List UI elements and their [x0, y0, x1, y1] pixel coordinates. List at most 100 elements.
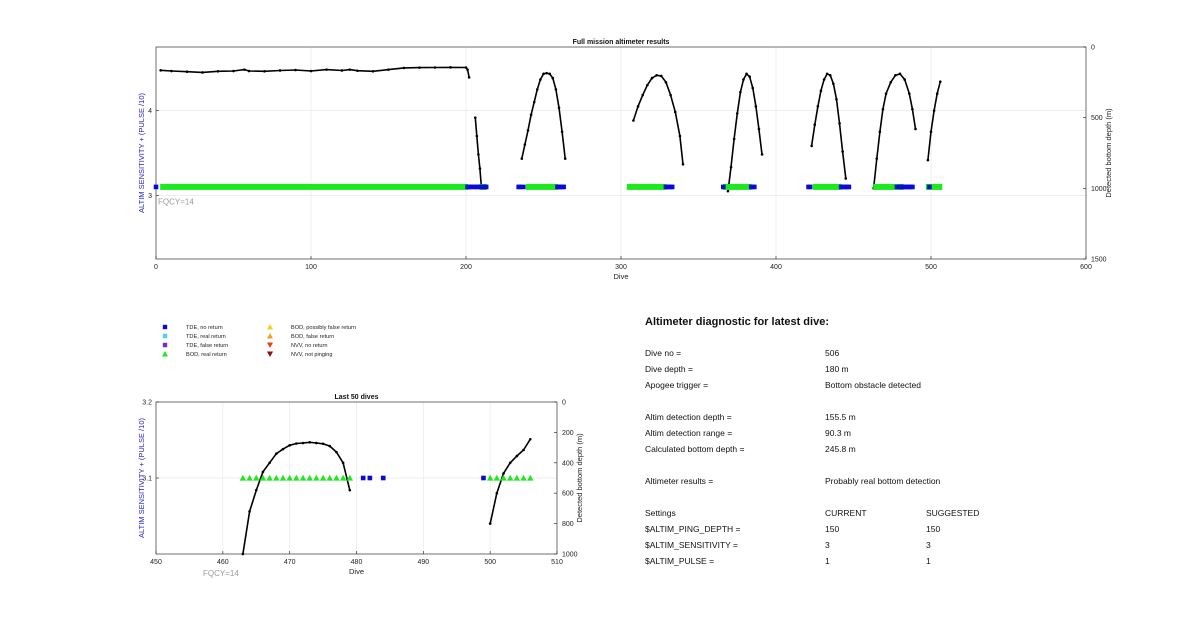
y-right-tick-label: 1000	[1091, 186, 1107, 193]
diag-label: Calculated bottom depth =	[645, 444, 745, 454]
diag-value: Bottom obstacle detected	[825, 380, 921, 390]
legend-label: BOD, false return	[291, 334, 334, 340]
tde-no-return-marker	[894, 184, 900, 190]
depth-point	[939, 80, 942, 83]
depth-point	[878, 130, 882, 134]
x-tick-label: 500	[925, 264, 937, 271]
depth-point	[340, 69, 344, 72]
depth-point	[348, 68, 352, 71]
y-right-axis-label: Detected bottom depth (m)	[1104, 108, 1113, 198]
depth-point	[757, 127, 761, 131]
depth-point	[563, 157, 567, 160]
diagnostic-row: Altimeter results = Probably real bottom…	[645, 476, 1145, 488]
depth-point	[185, 70, 189, 74]
x-tick-label: 510	[551, 559, 563, 566]
depth-point	[526, 129, 530, 132]
diag-value: 1	[825, 556, 830, 566]
legend-triangle-up-icon	[267, 324, 273, 330]
depth-point	[636, 105, 640, 108]
tde-no-return-marker	[360, 475, 366, 481]
depth-point	[557, 106, 561, 110]
depth-series-line	[521, 72, 566, 159]
depth-point	[884, 92, 888, 95]
y-right-axis-label: Detected bottom depth (m)	[575, 433, 584, 523]
depth-point	[466, 68, 469, 71]
diag-value: 3	[825, 540, 830, 550]
diag-value: Probably real bottom detection	[825, 476, 941, 486]
diag-label: Altimeter results =	[645, 476, 714, 486]
depth-point	[889, 81, 892, 84]
tde-no-return-marker	[380, 475, 386, 481]
diag-value: 180 m	[825, 364, 849, 374]
depth-point	[735, 112, 739, 115]
bod-real-return-marker	[160, 183, 468, 190]
bod-real-return-marker	[326, 474, 333, 481]
y-right-tick-label: 1000	[562, 552, 578, 559]
depth-point	[739, 90, 742, 94]
legend-label: BOD, real return	[186, 352, 227, 358]
depth-point	[467, 76, 471, 79]
depth-point	[281, 447, 285, 451]
depth-point	[742, 78, 745, 81]
depth-point	[536, 88, 539, 91]
bod-real-return-marker	[812, 183, 842, 190]
depth-point	[681, 163, 685, 166]
depth-point	[261, 470, 265, 474]
y-right-tick-label: 0	[1091, 45, 1095, 52]
depth-point	[673, 110, 677, 114]
bod-real-return-marker	[286, 474, 293, 481]
x-tick-label: 460	[217, 559, 229, 566]
x-tick-label: 490	[417, 559, 429, 566]
legend-label: TDE, real return	[186, 334, 226, 340]
y-right-tick-label: 500	[1091, 115, 1103, 122]
tde-no-return-marker	[483, 184, 489, 190]
diag-value: 150	[825, 524, 840, 534]
depth-point	[248, 510, 251, 513]
bod-real-return-marker	[486, 474, 494, 481]
depth-point	[729, 165, 733, 169]
tde-no-return-marker	[807, 184, 813, 190]
bod-real-return-marker	[306, 474, 313, 481]
depth-point	[822, 78, 826, 81]
y-right-tick-label: 1500	[1091, 257, 1107, 264]
depth-point	[341, 461, 345, 465]
depth-point	[488, 522, 492, 525]
chart-title: Last 50 dives	[335, 394, 379, 401]
bod-real-return-marker	[239, 474, 247, 481]
depth-point	[650, 76, 654, 80]
tde-no-return-marker	[927, 184, 932, 190]
depth-point	[935, 92, 939, 95]
diag-value: 155.5 m	[825, 412, 856, 422]
depth-point	[308, 440, 312, 444]
depth-point	[508, 461, 512, 465]
depth-point	[315, 441, 318, 445]
x-axis-label: Dive	[613, 272, 628, 281]
depth-point	[898, 72, 902, 76]
depth-point	[926, 158, 930, 162]
depth-point	[371, 70, 375, 73]
depth-point	[835, 97, 838, 101]
diagnostic-row: $ALTIM_PULSE = 1 1	[645, 556, 1145, 568]
bod-real-return-marker	[293, 474, 300, 481]
diag-value: 506	[825, 348, 840, 358]
depth-point	[529, 113, 533, 117]
tde-no-return-marker	[474, 184, 480, 190]
depth-point	[542, 72, 545, 76]
depth-point	[825, 72, 829, 76]
depth-point	[732, 137, 736, 141]
bod-real-return-marker	[333, 474, 340, 481]
depth-point	[464, 66, 468, 69]
depth-point	[754, 105, 758, 108]
x-tick-label: 0	[154, 264, 158, 271]
depth-point	[278, 69, 282, 72]
depth-point	[520, 157, 524, 160]
x-tick-label: 100	[305, 264, 317, 271]
depth-point	[294, 68, 297, 72]
x-tick-label: 500	[484, 559, 496, 566]
depth-point	[828, 73, 832, 77]
diagnostic-row: Apogee trigger = Bottom obstacle detecte…	[645, 380, 1145, 392]
depth-point	[911, 107, 914, 111]
depth-series-line	[242, 441, 351, 555]
bod-real-return-marker	[299, 474, 307, 481]
